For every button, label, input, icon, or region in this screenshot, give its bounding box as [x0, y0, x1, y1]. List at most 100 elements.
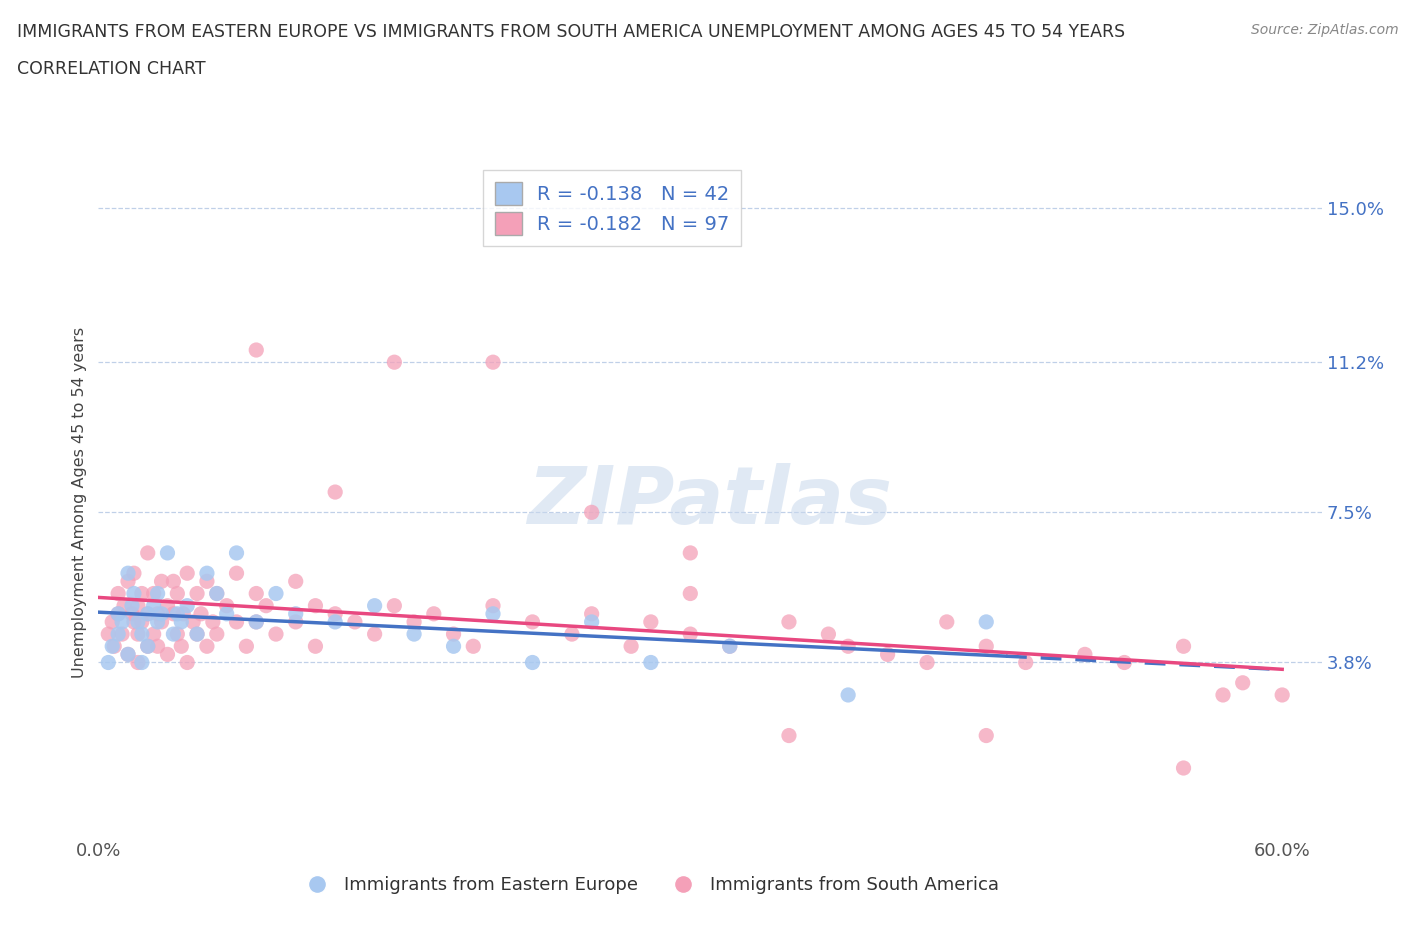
Point	[382, 598, 405, 613]
Point	[363, 598, 385, 613]
Point	[974, 728, 997, 743]
Point	[640, 655, 662, 670]
Point	[343, 615, 366, 630]
Point	[1015, 655, 1038, 670]
Point	[146, 586, 169, 601]
Point	[205, 586, 228, 601]
Point	[131, 615, 153, 630]
Point	[127, 655, 149, 670]
Point	[915, 655, 938, 670]
Point	[778, 615, 800, 630]
Point	[235, 639, 257, 654]
Point	[935, 615, 957, 630]
Point	[150, 615, 173, 630]
Point	[127, 598, 149, 613]
Point	[225, 546, 247, 561]
Point	[254, 598, 277, 613]
Point	[837, 639, 859, 654]
Point	[97, 655, 120, 670]
Point	[195, 639, 218, 654]
Point	[131, 586, 153, 601]
Point	[150, 574, 173, 589]
Point	[101, 615, 124, 630]
Point	[404, 627, 426, 642]
Point	[122, 565, 145, 580]
Point	[142, 627, 165, 642]
Point	[170, 615, 193, 630]
Point	[117, 647, 139, 662]
Point	[172, 606, 194, 621]
Point	[225, 565, 247, 580]
Point	[264, 586, 287, 601]
Point	[443, 639, 465, 654]
Point	[817, 627, 839, 642]
Point	[974, 615, 997, 630]
Point	[142, 598, 165, 613]
Point	[166, 586, 188, 601]
Text: Source: ZipAtlas.com: Source: ZipAtlas.com	[1251, 23, 1399, 37]
Point	[156, 598, 179, 613]
Point	[146, 639, 169, 654]
Point	[117, 647, 139, 662]
Point	[482, 606, 505, 621]
Point	[245, 586, 267, 601]
Point	[284, 574, 307, 589]
Point	[111, 627, 134, 642]
Point	[136, 639, 159, 654]
Point	[974, 639, 997, 654]
Point	[170, 639, 193, 654]
Point	[382, 354, 405, 369]
Point	[205, 627, 228, 642]
Point	[679, 627, 702, 642]
Point	[162, 606, 184, 621]
Point	[195, 565, 218, 580]
Point	[101, 639, 124, 654]
Point	[117, 565, 139, 580]
Point	[107, 586, 129, 601]
Point	[323, 485, 346, 499]
Point	[103, 639, 125, 654]
Point	[107, 627, 129, 642]
Point	[97, 627, 120, 642]
Point	[482, 598, 505, 613]
Point	[146, 615, 169, 630]
Point	[127, 615, 149, 630]
Legend: Immigrants from Eastern Europe, Immigrants from South America: Immigrants from Eastern Europe, Immigran…	[291, 870, 1007, 901]
Point	[876, 647, 898, 662]
Text: ZIPatlas: ZIPatlas	[527, 463, 893, 541]
Point	[718, 639, 741, 654]
Point	[186, 586, 208, 601]
Point	[581, 606, 603, 621]
Point	[284, 615, 307, 630]
Point	[482, 354, 505, 369]
Point	[323, 615, 346, 630]
Point	[195, 574, 218, 589]
Text: CORRELATION CHART: CORRELATION CHART	[17, 60, 205, 78]
Point	[1173, 761, 1195, 776]
Point	[679, 546, 702, 561]
Point	[142, 586, 165, 601]
Point	[162, 627, 184, 642]
Y-axis label: Unemployment Among Ages 45 to 54 years: Unemployment Among Ages 45 to 54 years	[72, 326, 87, 678]
Point	[1173, 639, 1195, 654]
Point	[146, 606, 169, 621]
Point	[323, 606, 346, 621]
Point	[284, 606, 307, 621]
Point	[122, 586, 145, 601]
Point	[166, 627, 188, 642]
Point	[463, 639, 485, 654]
Point	[122, 615, 145, 630]
Point	[107, 606, 129, 621]
Point	[205, 586, 228, 601]
Point	[176, 565, 198, 580]
Point	[718, 639, 741, 654]
Point	[121, 606, 143, 621]
Point	[121, 598, 143, 613]
Point	[304, 598, 326, 613]
Point	[112, 598, 135, 613]
Point	[1074, 647, 1097, 662]
Point	[136, 606, 159, 621]
Point	[620, 639, 643, 654]
Point	[215, 598, 238, 613]
Point	[225, 615, 247, 630]
